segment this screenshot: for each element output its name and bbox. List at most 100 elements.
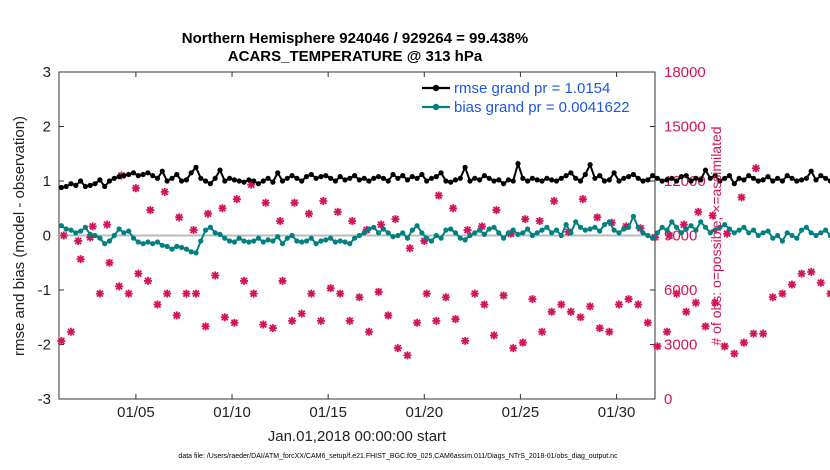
bias-point: [361, 230, 367, 236]
bias-point: [428, 238, 435, 244]
bias-point: [241, 238, 247, 244]
obs-marker: [463, 226, 472, 235]
bias-point: [582, 227, 588, 233]
rmse-point: [145, 170, 151, 176]
obs-marker: [807, 267, 816, 276]
obs-marker: [247, 180, 256, 189]
left-tick-label: -2: [38, 337, 51, 354]
rmse-point: [390, 171, 396, 178]
bias-point: [827, 232, 830, 239]
obs-marker: [578, 195, 587, 204]
obs-marker: [278, 276, 287, 285]
obs-marker: [57, 336, 66, 345]
bias-point: [515, 231, 521, 237]
bias-point: [275, 234, 281, 240]
right-tick-label: 18000: [664, 64, 706, 81]
rmse-point: [472, 175, 478, 181]
rmse-point: [717, 178, 723, 184]
obs-marker: [586, 302, 595, 311]
rmse-point: [294, 175, 300, 181]
bias-point: [491, 224, 497, 230]
rmse-point: [750, 175, 757, 181]
bias-point: [179, 244, 185, 251]
rmse-point: [597, 173, 603, 179]
rmse-point: [568, 170, 574, 176]
x-tick-label: 01/15: [309, 404, 347, 421]
rmse-point: [169, 175, 175, 181]
bias-point: [342, 239, 348, 245]
obs-marker: [103, 220, 112, 229]
bias-point: [289, 232, 295, 239]
bias-point: [746, 230, 752, 236]
bias-point: [539, 227, 545, 233]
rmse-point: [58, 184, 64, 191]
rmse-point: [799, 177, 805, 183]
bias-point: [140, 241, 146, 247]
obs-marker: [172, 311, 181, 320]
obs-marker: [778, 289, 787, 298]
rmse-point: [150, 173, 156, 179]
obs-marker: [643, 318, 652, 327]
rmse-point: [736, 175, 742, 181]
obs-marker: [566, 307, 575, 316]
bias-point: [462, 237, 468, 243]
bias-point: [356, 232, 362, 239]
bias-point: [486, 226, 492, 232]
rmse-point: [452, 177, 459, 183]
left-axis-label: rmse and bias (model - observation): [11, 116, 28, 356]
x-ticks: 01/05 01/10 01/15 01/20 01/25 01/30: [117, 72, 635, 421]
rmse-point: [669, 175, 675, 181]
obs-marker: [86, 233, 95, 242]
bias-point: [664, 227, 670, 233]
rmse-point: [222, 178, 228, 184]
obs-marker: [557, 300, 566, 309]
obs-marker: [595, 324, 604, 333]
bias-point: [654, 230, 661, 236]
bias-point: [207, 224, 213, 230]
x-axis-label: Jan.01,2018 00:00:00 start: [268, 428, 447, 445]
obs-marker: [240, 276, 249, 285]
bias-point: [352, 235, 358, 241]
rmse-point: [400, 173, 406, 179]
obs-marker: [230, 318, 239, 327]
bias-point: [154, 239, 161, 245]
obs-marker: [480, 300, 489, 309]
rmse-point: [251, 178, 257, 184]
obs-marker: [679, 220, 688, 229]
rmse-point: [486, 175, 492, 181]
rmse-point: [92, 181, 98, 187]
bias-point: [150, 241, 156, 247]
right-axis-label: # of obs: o=possible; ×=assimilated: [708, 126, 724, 345]
rmse-point: [573, 175, 579, 181]
rmse-point: [265, 175, 271, 181]
rmse-point: [491, 178, 497, 184]
right-tick-label: 6000: [664, 282, 697, 299]
obs-marker: [307, 289, 316, 298]
rmse-point: [505, 177, 511, 183]
obs-marker: [653, 342, 662, 351]
rmse-point: [337, 174, 343, 180]
obs-marker: [663, 327, 672, 336]
bias-point: [87, 231, 93, 237]
obs-marker: [384, 311, 393, 320]
rmse-point: [313, 175, 319, 181]
obs-marker: [730, 349, 739, 358]
bias-point: [222, 235, 228, 241]
bias-point: [164, 243, 170, 249]
bias-point: [102, 241, 108, 247]
bias-point: [121, 230, 127, 236]
bias-point: [448, 226, 454, 232]
bias-point: [496, 230, 502, 236]
obs-marker: [134, 269, 143, 278]
bias-point: [755, 232, 761, 239]
bias-point: [366, 226, 372, 232]
rmse-point: [693, 175, 699, 181]
rmse-point: [193, 164, 199, 170]
rmse-point: [385, 178, 391, 184]
rmse-point: [626, 174, 632, 180]
bias-point: [544, 224, 550, 230]
rmse-point: [688, 178, 694, 184]
bias-point: [765, 228, 771, 234]
obs-marker: [105, 258, 114, 267]
